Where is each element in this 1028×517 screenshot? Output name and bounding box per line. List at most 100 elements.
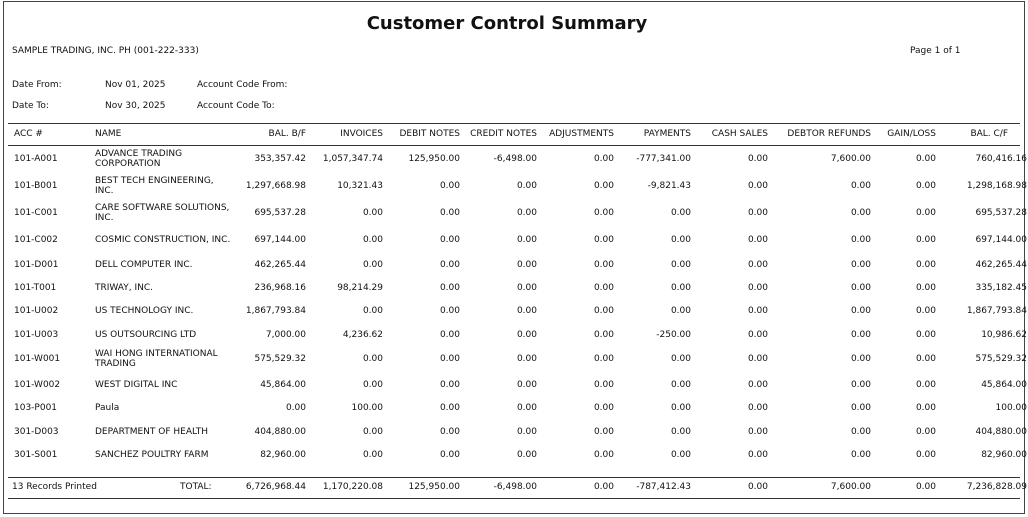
cell: 0.00 — [915, 283, 936, 293]
cell: 0.00 — [670, 354, 691, 364]
cell: 697,144.00 — [975, 235, 1027, 245]
customer-name: US OUTSOURCING LTD — [95, 330, 197, 340]
cell: 301-S001 — [14, 450, 58, 460]
column-header: ADJUSTMENTS — [549, 129, 614, 139]
cell: 0.00 — [516, 235, 537, 245]
column-header: INVOICES — [340, 129, 383, 139]
cell: 0.00 — [915, 354, 936, 364]
cell: 0.00 — [516, 208, 537, 218]
column-header: DEBIT NOTES — [399, 129, 460, 139]
total: 0.00 — [915, 482, 936, 492]
cell: 0.00 — [439, 427, 460, 437]
label: Account Code From: — [197, 80, 288, 90]
cell: 0.00 — [915, 181, 936, 191]
cell: 695,537.28 — [254, 208, 306, 218]
cell: 0.00 — [593, 330, 614, 340]
cell: 0.00 — [516, 283, 537, 293]
cell: 0.00 — [747, 403, 768, 413]
customer-name: CARE SOFTWARE SOLUTIONS, INC. — [95, 203, 230, 223]
cell: 0.00 — [850, 427, 871, 437]
cell: 0.00 — [670, 380, 691, 390]
cell: 0.00 — [747, 354, 768, 364]
cell: -250.00 — [656, 330, 691, 340]
cell: 0.00 — [285, 403, 306, 413]
column-header: CASH SALES — [711, 129, 768, 139]
column-header: DEBTOR REFUNDS — [787, 129, 871, 139]
cell: 0.00 — [747, 154, 768, 164]
cell: 101-W001 — [14, 354, 61, 364]
cell: 0.00 — [850, 330, 871, 340]
cell: 1,867,793.84 — [966, 306, 1027, 316]
cell: 0.00 — [915, 380, 936, 390]
cell: 0.00 — [915, 235, 936, 245]
cell: 0.00 — [439, 354, 460, 364]
customer-name: DELL COMPUTER INC. — [95, 260, 193, 270]
cell: 0.00 — [747, 260, 768, 270]
cell: 0.00 — [850, 403, 871, 413]
total: 7,236,828.09 — [966, 482, 1027, 492]
cell: 462,265.44 — [975, 260, 1027, 270]
cell: 0.00 — [593, 450, 614, 460]
cell: 0.00 — [593, 154, 614, 164]
cell: 0.00 — [362, 427, 383, 437]
cell: 0.00 — [362, 260, 383, 270]
cell: 0.00 — [747, 380, 768, 390]
cell: 0.00 — [747, 181, 768, 191]
cell: 0.00 — [670, 235, 691, 245]
total: 0.00 — [747, 482, 768, 492]
cell: 0.00 — [516, 427, 537, 437]
cell: 103-P001 — [14, 403, 58, 413]
cell: 0.00 — [362, 380, 383, 390]
cell: 0.00 — [516, 260, 537, 270]
rule — [8, 498, 1020, 499]
customer-name: US TECHNOLOGY INC. — [95, 306, 194, 316]
cell: 101-U003 — [14, 330, 59, 340]
customer-name: TRIWAY, INC. — [95, 283, 154, 293]
cell: 0.00 — [593, 283, 614, 293]
label: Date To: — [12, 101, 49, 111]
records-count: 13 Records Printed — [12, 482, 97, 492]
cell: 697,144.00 — [254, 235, 306, 245]
cell: 0.00 — [850, 181, 871, 191]
total: 7,600.00 — [830, 482, 871, 492]
cell: 575,529.32 — [254, 354, 306, 364]
rule — [8, 123, 1020, 124]
cell: 0.00 — [516, 403, 537, 413]
customer-name: Paula — [95, 403, 120, 413]
cell: 0.00 — [915, 450, 936, 460]
cell: 0.00 — [516, 330, 537, 340]
cell: -6,498.00 — [493, 154, 537, 164]
cell: 0.00 — [850, 380, 871, 390]
cell: 0.00 — [670, 306, 691, 316]
cell: 45,864.00 — [260, 380, 306, 390]
cell: 0.00 — [439, 330, 460, 340]
cell: 0.00 — [593, 427, 614, 437]
cell: 1,867,793.84 — [245, 306, 306, 316]
value: Nov 30, 2025 — [105, 101, 166, 111]
cell: 82,960.00 — [981, 450, 1027, 460]
column-header: ACC # — [14, 129, 43, 139]
cell: 0.00 — [670, 260, 691, 270]
cell: 0.00 — [593, 380, 614, 390]
cell: 100.00 — [995, 403, 1028, 413]
cell: 353,357.42 — [254, 154, 306, 164]
cell: 0.00 — [516, 380, 537, 390]
cell: 4,236.62 — [342, 330, 383, 340]
cell: 0.00 — [439, 181, 460, 191]
total-label: TOTAL: — [180, 482, 212, 492]
cell: 101-D001 — [14, 260, 59, 270]
customer-name: WEST DIGITAL INC — [95, 380, 178, 390]
column-header: GAIN/LOSS — [887, 129, 936, 139]
cell: 0.00 — [670, 450, 691, 460]
cell: 0.00 — [747, 283, 768, 293]
cell: 0.00 — [915, 427, 936, 437]
cell: 575,529.32 — [975, 354, 1027, 364]
cell: 0.00 — [915, 330, 936, 340]
cell: 0.00 — [439, 450, 460, 460]
cell: 0.00 — [439, 403, 460, 413]
cell: 98,214.29 — [337, 283, 383, 293]
cell: 1,297,668.98 — [245, 181, 306, 191]
label: Account Code To: — [197, 101, 275, 111]
label: Date From: — [12, 80, 62, 90]
rule — [8, 477, 1020, 478]
